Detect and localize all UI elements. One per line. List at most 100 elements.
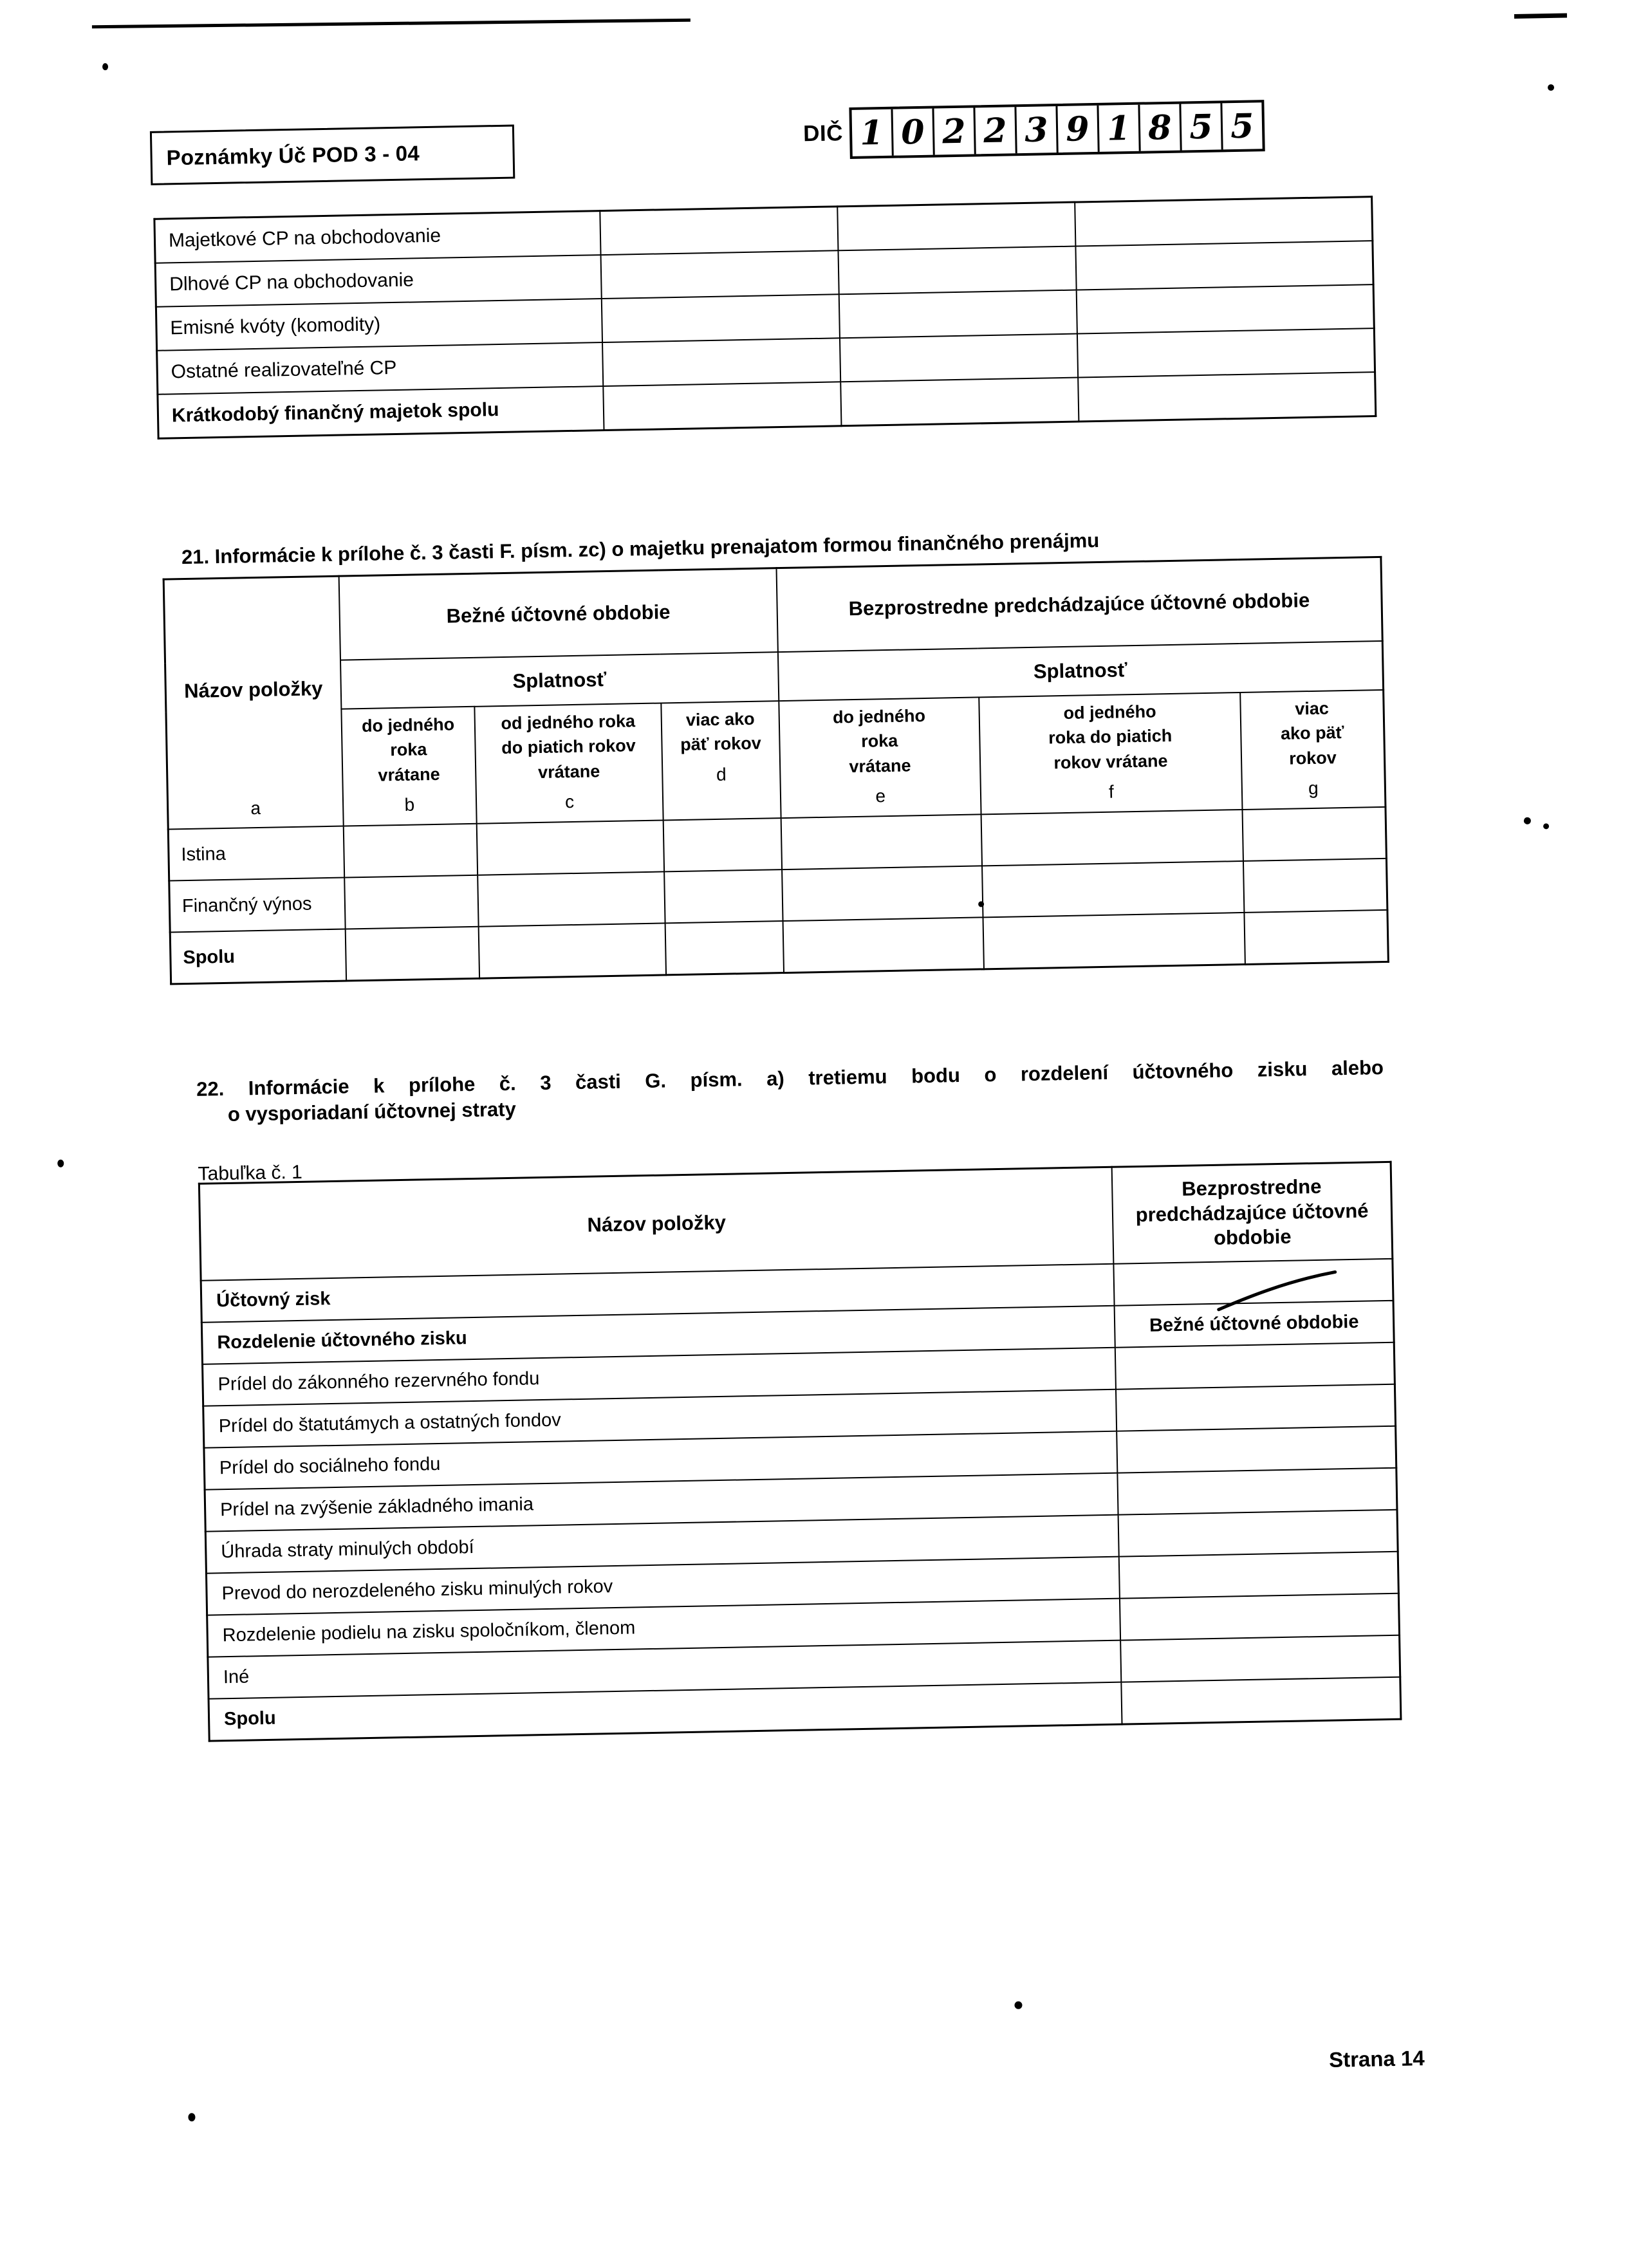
row-cell[interactable] (1243, 858, 1387, 913)
row-cell[interactable] (1075, 241, 1374, 290)
column-header-previous-period: Bezprostredne predchádzajúce účtovné obd… (1111, 1162, 1393, 1264)
row-cell[interactable] (1120, 1635, 1400, 1682)
row-label: Istina (168, 826, 345, 881)
column-header-b: do jedného roka vrátane b (341, 706, 477, 826)
row-cell[interactable] (837, 202, 1076, 251)
row-cell[interactable] (1075, 196, 1373, 246)
row-cell[interactable] (1121, 1677, 1401, 1725)
subheader-line: rokov vrátane (1053, 750, 1168, 773)
row-cell[interactable] (344, 875, 479, 929)
row-cell[interactable] (478, 923, 667, 979)
lease-table: Názov položky a Bežné účtovné obdobie Be… (162, 555, 1389, 985)
row-cell[interactable] (602, 338, 841, 387)
column-header-f: od jedného roka do piatich rokov vrátane… (979, 692, 1243, 815)
row-cell[interactable] (477, 871, 665, 927)
column-letter-e: e (875, 786, 886, 806)
row-cell[interactable] (1077, 328, 1375, 378)
column-letter-d: d (716, 764, 727, 785)
subheader-line: vrátane (378, 764, 440, 785)
subheader-line: do piatich rokov (501, 736, 636, 758)
subheader-line: do jedného (832, 705, 926, 727)
row-cell[interactable] (1113, 1258, 1394, 1306)
row-cell[interactable] (981, 809, 1243, 866)
column-header-previous-period: Bezprostredne predchádzajúce účtovné obd… (776, 557, 1383, 653)
dic-digit-cell[interactable]: 2 (934, 107, 976, 155)
row-cell-current-period-annotation[interactable]: Bežné účtovné obdobie (1114, 1300, 1395, 1348)
row-cell[interactable] (838, 246, 1077, 295)
dic-digit-cell[interactable]: 5 (1181, 103, 1223, 151)
column-letter-f: f (1108, 781, 1115, 802)
dic-digit: 1 (859, 113, 884, 153)
row-cell[interactable] (840, 377, 1079, 426)
column-header-current-period: Bežné účtovné obdobie (338, 568, 778, 660)
table-header-row: do jedného roka vrátane b od jedného rok… (166, 689, 1386, 830)
dic-digit: 1 (1106, 108, 1131, 149)
row-cell[interactable] (840, 333, 1079, 382)
row-cell[interactable] (781, 814, 982, 870)
column-header-name-label: Názov položky (183, 677, 323, 703)
row-cell[interactable] (983, 912, 1245, 969)
row-label: Dlhové CP na obchodovanie (155, 255, 602, 307)
dic-digit-cell[interactable]: 0 (893, 108, 935, 156)
scan-speck (1014, 2001, 1023, 2009)
row-cell[interactable] (1244, 909, 1389, 965)
row-cell[interactable] (664, 869, 783, 924)
scan-speck (1547, 84, 1555, 91)
scan-speck (1523, 817, 1531, 824)
row-cell[interactable] (1117, 1467, 1397, 1515)
row-cell[interactable] (343, 823, 477, 878)
scan-speck (1543, 823, 1550, 830)
column-header-d: viac ako päť rokov d (661, 701, 781, 821)
scan-speck (57, 1159, 64, 1167)
row-cell[interactable] (1117, 1426, 1396, 1473)
dic-digit-cell[interactable]: 8 (1140, 104, 1182, 151)
dic-digit-boxes[interactable]: 1 0 2 2 3 9 1 8 5 5 (849, 100, 1265, 159)
dic-digit-cell[interactable]: 2 (975, 107, 1017, 154)
row-cell[interactable] (783, 917, 984, 973)
scan-artifact-dash (1514, 13, 1568, 19)
dic-digit-cell[interactable]: 1 (1099, 104, 1141, 152)
row-cell[interactable] (981, 860, 1245, 918)
row-cell[interactable] (1118, 1509, 1398, 1557)
subheader-line: ako päť (1280, 723, 1344, 744)
form-code-box: Poznámky Úč POD 3 - 04 (149, 124, 515, 185)
row-cell[interactable] (1115, 1342, 1395, 1390)
row-label: Emisné kvóty (komodity) (156, 299, 603, 351)
row-cell[interactable] (1078, 372, 1376, 422)
subheader-line: od jedného (1063, 702, 1156, 723)
dic-digit-cell[interactable]: 1 (851, 109, 894, 156)
row-cell[interactable] (600, 250, 839, 299)
subheader-line: roka (390, 739, 427, 760)
row-label-total: Spolu (170, 929, 347, 985)
row-cell[interactable] (781, 866, 983, 922)
row-label-total: Krátkodobý finančný majetok spolu (157, 386, 604, 439)
dic-field: DIČ 1 0 2 2 3 9 1 8 5 5 (802, 100, 1265, 160)
row-cell[interactable] (600, 206, 839, 256)
subheader-line: od jedného roka (501, 711, 636, 734)
row-cell[interactable] (665, 921, 784, 975)
row-cell[interactable] (345, 926, 479, 981)
dic-digit-cell[interactable]: 9 (1057, 105, 1100, 153)
column-header-c: od jedného roka do piatich rokov vrátane… (474, 703, 663, 824)
row-cell[interactable] (1076, 284, 1375, 334)
dic-digit: 8 (1147, 107, 1172, 148)
row-cell[interactable] (1120, 1593, 1400, 1641)
row-cell[interactable] (476, 820, 665, 875)
subheader-line: vrátane (537, 761, 600, 782)
row-cell[interactable] (1116, 1384, 1396, 1431)
row-cell[interactable] (601, 294, 840, 343)
dic-digit: 3 (1024, 110, 1049, 150)
dic-digit-cell[interactable]: 5 (1222, 102, 1262, 149)
row-cell[interactable] (663, 818, 782, 872)
dic-digit-cell[interactable]: 3 (1016, 106, 1059, 154)
subheader-line: roka (860, 731, 898, 752)
subheader-line: viac (1295, 698, 1330, 719)
row-cell[interactable] (603, 382, 842, 431)
row-cell[interactable] (839, 290, 1078, 339)
column-header-e: do jedného roka vrátane e (778, 697, 981, 819)
row-cell[interactable] (1242, 806, 1387, 861)
subheader-line: roka do piatich (1048, 726, 1173, 748)
column-letter-b: b (404, 794, 415, 815)
row-cell[interactable] (1118, 1551, 1399, 1599)
